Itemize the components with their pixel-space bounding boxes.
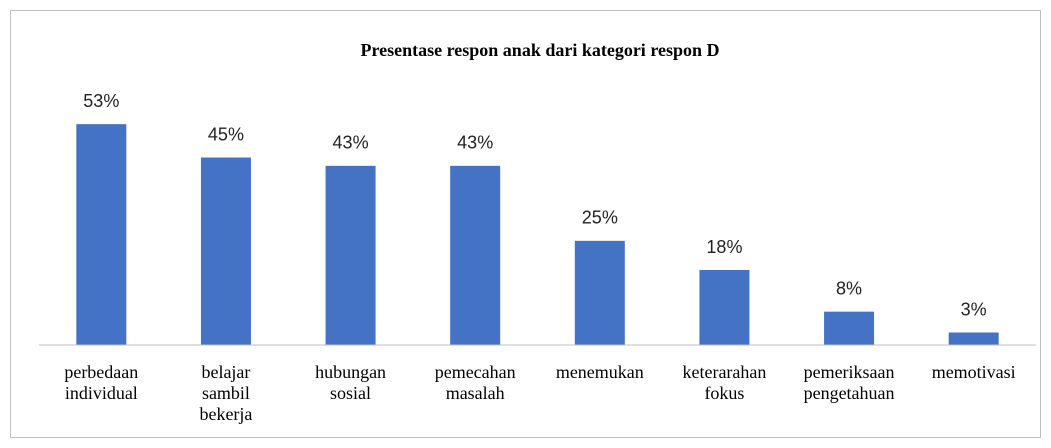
chart-border	[10, 10, 1041, 438]
x-tick-label: memotivasi	[932, 362, 1016, 382]
chart-title: Presentase respon anak dari kategori res…	[360, 40, 719, 60]
bar	[824, 311, 875, 345]
bar	[574, 240, 625, 345]
x-tick-label: pemeriksaan pengetahuan	[804, 362, 895, 403]
x-tick-label: hubungan sosial	[315, 362, 386, 403]
x-tick-label: belajar sambil bekerja	[199, 362, 252, 424]
bar	[76, 124, 127, 346]
x-tick-label: menemukan	[556, 362, 644, 382]
data-label: 53%	[83, 91, 119, 111]
data-label: 43%	[457, 133, 493, 153]
bar	[200, 157, 251, 345]
data-label: 8%	[836, 278, 862, 298]
bar	[325, 165, 376, 345]
data-label: 3%	[961, 299, 987, 319]
data-label: 45%	[208, 124, 244, 144]
x-tick-label: keterarahan fokus	[682, 362, 766, 403]
x-tick-label: pemecahan masalah	[435, 362, 516, 403]
data-label: 25%	[582, 208, 618, 228]
data-label: 43%	[333, 133, 369, 153]
bar	[948, 332, 999, 345]
bar	[699, 270, 750, 345]
data-label: 18%	[706, 237, 742, 257]
x-tick-label: perbedaan individual	[64, 362, 138, 403]
bar	[450, 165, 501, 345]
